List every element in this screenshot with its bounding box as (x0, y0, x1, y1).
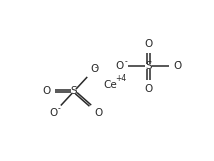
Text: O: O (91, 65, 99, 75)
Text: -: - (95, 63, 98, 72)
Text: O: O (144, 39, 153, 49)
Text: S: S (71, 86, 77, 96)
Text: O: O (49, 108, 57, 118)
Text: O: O (174, 62, 182, 71)
Text: S: S (145, 62, 152, 71)
Text: Ce: Ce (103, 80, 117, 90)
Text: O: O (116, 62, 124, 71)
Text: -: - (178, 57, 180, 66)
Text: +4: +4 (116, 74, 127, 83)
Text: O: O (144, 84, 153, 94)
Text: O: O (43, 86, 51, 96)
Text: -: - (124, 57, 127, 66)
Text: O: O (94, 108, 102, 118)
Text: -: - (58, 104, 61, 113)
